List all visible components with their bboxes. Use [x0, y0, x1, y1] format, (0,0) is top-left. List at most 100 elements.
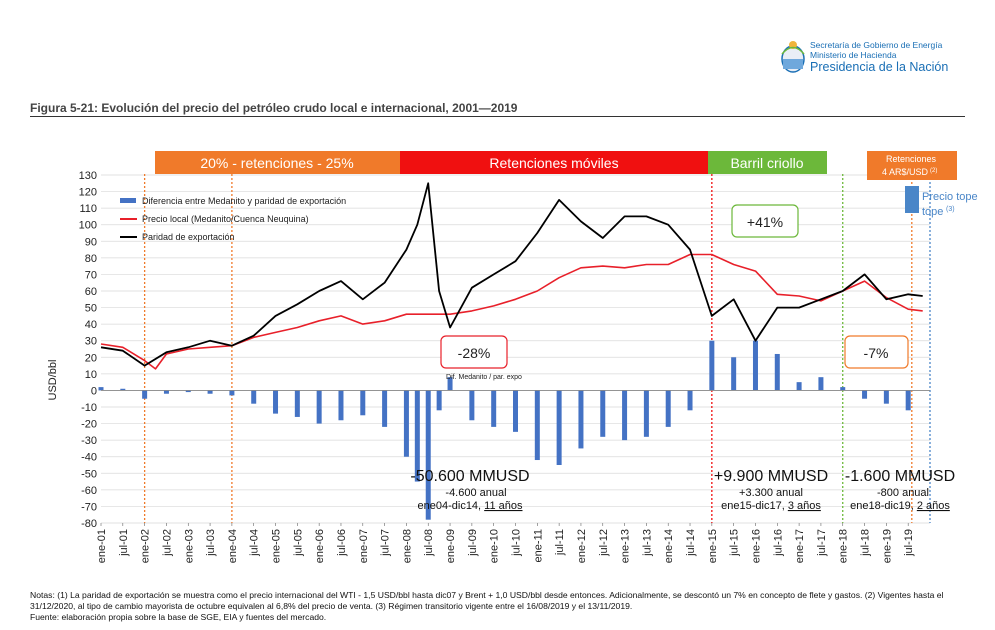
regime-text-4-sup: (2): [930, 168, 937, 174]
difference-bar: [338, 390, 344, 421]
price-lines: [100, 182, 923, 370]
x-tick-label: ene-10: [489, 529, 501, 563]
x-tick-label: jul-05: [292, 529, 304, 557]
x-tick-label: jul-12: [598, 529, 610, 557]
legend-parity-label: Paridad de exportación: [142, 232, 235, 242]
regime-label-retenciones-moviles: Retenciones móviles: [400, 151, 708, 174]
difference-bar: [229, 390, 235, 396]
x-tick-label: ene-07: [358, 529, 370, 563]
x-tick-label: jul-17: [816, 529, 828, 557]
x-tick-label: ene-13: [620, 529, 632, 563]
sum3-period-a: ene18-dic19,: [850, 500, 917, 512]
difference-bar: [163, 390, 169, 394]
y-tick-label: 80: [85, 253, 97, 265]
regime-text-2: Retenciones móviles: [489, 155, 618, 171]
sum3-total: -1.600 MMUSD: [845, 468, 955, 485]
difference-bar: [534, 390, 540, 461]
difference-bar: [840, 387, 846, 391]
x-tick-label: jul-15: [729, 529, 741, 557]
regime-text-3: Barril criollo: [730, 155, 803, 171]
chart-annotations: USD/bbl Diferencia entre Medanito y pari…: [47, 151, 978, 512]
x-tick-label: ene-08: [401, 529, 413, 563]
y-tick-label: -60: [81, 485, 97, 497]
x-tick-label: jul-06: [336, 529, 348, 557]
x-tick-label: ene-14: [663, 529, 675, 563]
difference-bar: [600, 390, 606, 437]
difference-bar: [491, 390, 497, 427]
difference-bar: [360, 390, 366, 416]
pct-28: -28%: [458, 345, 491, 361]
org-secretaria: Secretaría de Gobierno de Energía: [810, 40, 943, 50]
pct-box-41: [731, 204, 799, 238]
difference-bar: [862, 390, 868, 399]
difference-bar: [774, 353, 780, 391]
y-tick-label: 20: [85, 352, 97, 364]
y-tick-label: 50: [85, 303, 97, 315]
y-tick-label: -80: [81, 518, 97, 530]
difference-bar: [752, 340, 758, 391]
chart-axes: 1301201101009080706050403020100-10-20-30…: [79, 170, 930, 563]
x-tick-label: ene-15: [707, 529, 719, 563]
x-tick-label: jul-02: [161, 529, 173, 557]
pct-7: -7%: [864, 345, 889, 361]
notes-text: Notas: (1) La paridad de exportación se …: [30, 590, 944, 611]
y-tick-label: 100: [79, 220, 97, 232]
sum1-period-b: 11 años: [484, 500, 523, 512]
chart-grid: [101, 174, 930, 524]
y-tick-label: -50: [81, 468, 97, 480]
x-tick-label: jul-11: [554, 529, 566, 556]
y-tick-label: 30: [85, 336, 97, 348]
x-tick-label: ene-17: [794, 529, 806, 563]
y-tick-label: -30: [81, 435, 97, 447]
x-tick-label: jul-13: [641, 529, 653, 557]
y-tick-label: 60: [85, 286, 97, 298]
regime-text-4b: 4 AR$/USD: [882, 167, 929, 177]
difference-bar: [469, 390, 475, 421]
x-tick-label: jul-14: [685, 529, 697, 557]
y-tick-label: 120: [79, 187, 97, 199]
export-parity-line: [100, 182, 923, 367]
x-tick-label: ene-01: [96, 529, 108, 563]
difference-bar: [905, 390, 911, 411]
dif-label: Dif. Medanito / par. expo: [446, 374, 522, 381]
x-tick-label: jul-03: [205, 529, 217, 557]
price-cap-band: [905, 186, 919, 213]
x-tick-label: jul-07: [380, 529, 392, 557]
sum2-total: +9.900 MMUSD: [714, 468, 828, 485]
difference-bar: [665, 390, 671, 427]
y-tick-label: 110: [79, 203, 97, 215]
price-cap-sup: (3): [946, 206, 955, 213]
sum2-period: ene15-dic17, 3 años: [721, 500, 821, 512]
sum2-annual: +3.300 anual: [739, 487, 803, 499]
x-tick-label: ene-03: [183, 529, 195, 563]
x-tick-label: jul-19: [903, 529, 915, 557]
difference-bar: [709, 340, 715, 391]
x-tick-label: ene-18: [838, 529, 850, 563]
regime-label-retenciones-4ar: Retenciones 4 AR$/USD (2): [867, 151, 957, 180]
difference-bar: [382, 390, 388, 427]
figure-title: Figura 5-21: Evolución del precio del pe…: [30, 101, 518, 115]
difference-bar: [622, 390, 628, 441]
difference-bar: [643, 390, 649, 437]
oil-price-chart: 1301201101009080706050403020100-10-20-30…: [47, 151, 978, 563]
difference-bar: [447, 377, 453, 391]
y-tick-label: -70: [81, 501, 97, 513]
y-tick-label: 40: [85, 319, 97, 331]
title-divider: [30, 116, 965, 117]
summary-barril-criollo: +9.900 MMUSD +3.300 anual ene15-dic17, 3…: [714, 468, 828, 512]
x-tick-label: jul-04: [249, 529, 261, 557]
y-tick-label: 70: [85, 269, 97, 281]
sum3-period: ene18-dic19, 2 años: [850, 500, 950, 512]
y-tick-label: -40: [81, 452, 97, 464]
y-tick-label: 90: [85, 236, 97, 248]
y-tick-label: -20: [81, 419, 97, 431]
difference-bars: [98, 340, 911, 520]
difference-bar: [796, 382, 802, 391]
sum3-period-b: 2 años: [917, 500, 951, 512]
sum2-period-b: 3 años: [788, 500, 822, 512]
x-tick-label: ene-04: [227, 529, 239, 563]
regime-text-4a: Retenciones: [886, 154, 937, 164]
x-tick-label: ene-19: [881, 529, 893, 563]
x-tick-label: ene-16: [750, 529, 762, 563]
sum2-period-a: ene15-dic17,: [721, 500, 788, 512]
